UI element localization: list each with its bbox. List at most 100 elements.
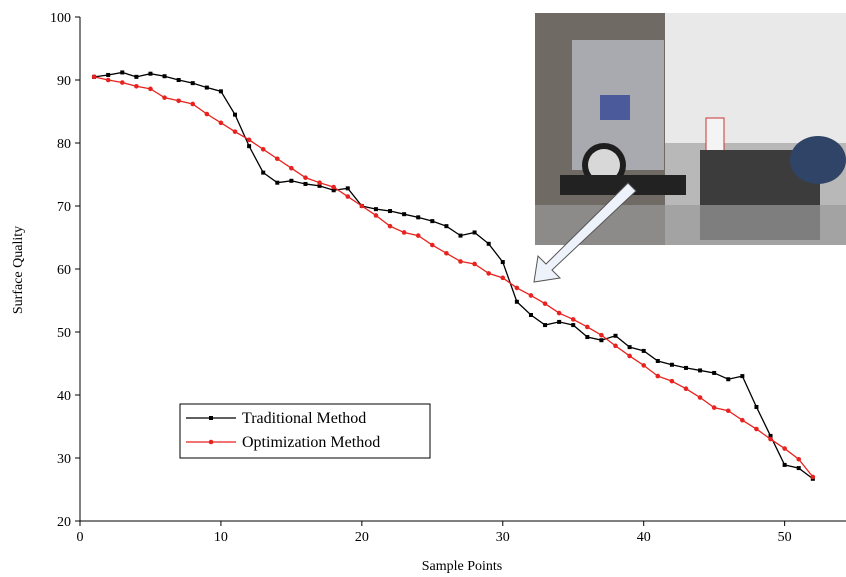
marker <box>711 405 717 410</box>
marker <box>599 338 604 343</box>
x-tick-label: 40 <box>637 530 651 545</box>
marker <box>500 260 505 265</box>
marker <box>345 194 351 199</box>
marker <box>274 156 280 162</box>
marker <box>796 456 802 462</box>
marker <box>712 370 717 375</box>
inset-photo <box>535 13 846 245</box>
marker <box>247 144 252 149</box>
x-tick-label: 50 <box>778 530 792 545</box>
marker <box>289 178 294 183</box>
marker <box>190 81 195 86</box>
marker <box>289 165 294 171</box>
marker <box>331 188 336 193</box>
y-tick-label: 80 <box>57 137 71 152</box>
marker <box>585 324 590 330</box>
marker <box>458 233 463 238</box>
marker <box>430 219 435 224</box>
marker <box>514 299 519 304</box>
marker <box>275 180 280 185</box>
marker <box>162 74 167 79</box>
marker <box>416 215 421 220</box>
legend-box <box>179 403 431 459</box>
marker <box>641 348 646 353</box>
y-tick-label: 40 <box>57 389 71 404</box>
x-axis-label: Sample Points <box>422 559 503 574</box>
marker <box>233 112 238 117</box>
marker <box>599 332 604 338</box>
x-tick-label: 10 <box>214 530 228 545</box>
x-tick-label: 20 <box>355 530 369 545</box>
marker <box>796 466 801 471</box>
marker <box>627 345 632 350</box>
marker <box>726 377 731 382</box>
marker <box>782 446 787 451</box>
marker <box>261 170 266 175</box>
marker <box>669 378 675 384</box>
marker <box>683 365 688 370</box>
marker <box>204 111 210 117</box>
marker <box>415 233 421 238</box>
marker <box>528 312 533 317</box>
y-tick-label: 60 <box>57 263 71 278</box>
marker <box>514 285 520 291</box>
marker <box>303 181 308 186</box>
marker <box>402 212 407 217</box>
marker <box>345 186 350 191</box>
marker <box>176 98 181 104</box>
marker <box>486 241 491 246</box>
x-tick-label: 0 <box>77 530 84 545</box>
x-tick-label: 30 <box>496 530 510 545</box>
marker <box>458 259 463 264</box>
marker <box>528 293 534 298</box>
marker <box>246 137 252 143</box>
marker <box>148 71 153 76</box>
marker <box>472 230 477 235</box>
y-tick-label: 70 <box>57 200 71 215</box>
marker <box>627 353 632 359</box>
marker <box>613 333 618 338</box>
marker <box>542 301 548 306</box>
marker <box>317 180 322 185</box>
marker <box>810 474 816 480</box>
marker <box>120 70 125 75</box>
marker <box>655 373 661 379</box>
marker <box>430 242 435 248</box>
marker <box>444 250 449 256</box>
marker <box>472 261 477 267</box>
marker <box>655 358 660 363</box>
marker <box>176 78 181 82</box>
marker <box>208 439 214 445</box>
marker <box>641 363 647 368</box>
marker <box>387 223 393 229</box>
marker <box>162 95 167 100</box>
arrow <box>533 182 637 283</box>
marker <box>190 101 196 107</box>
marker <box>740 417 745 423</box>
marker <box>444 224 449 229</box>
marker <box>401 230 407 235</box>
marker <box>260 147 266 152</box>
y-axis-label: Surface Quality <box>11 226 26 314</box>
marker <box>754 426 759 432</box>
marker <box>585 335 590 340</box>
marker <box>134 84 139 89</box>
marker <box>697 395 703 400</box>
marker <box>669 362 674 367</box>
marker <box>500 275 506 281</box>
marker <box>543 323 548 328</box>
marker <box>218 120 224 126</box>
marker <box>105 77 111 83</box>
marker <box>134 74 139 79</box>
marker <box>148 86 153 92</box>
marker <box>331 184 336 190</box>
series-line <box>93 76 814 478</box>
marker <box>768 433 773 438</box>
marker <box>725 408 731 414</box>
marker <box>218 89 223 94</box>
marker <box>204 85 209 90</box>
marker <box>91 74 97 80</box>
marker <box>556 310 562 316</box>
marker <box>754 404 759 409</box>
